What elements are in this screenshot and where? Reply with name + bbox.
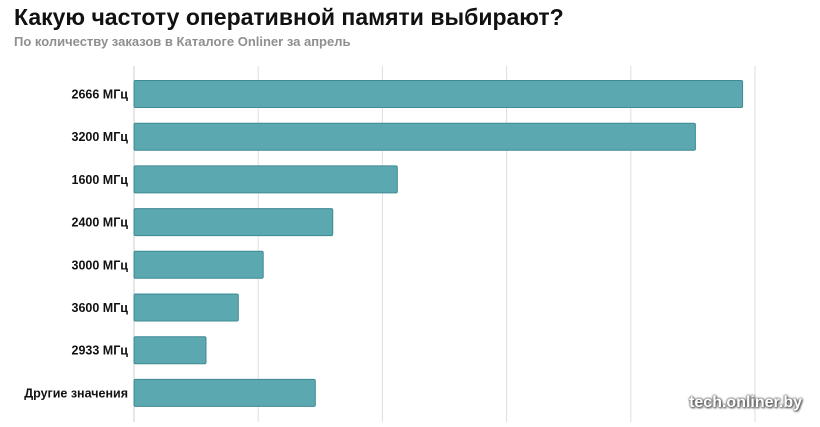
bar-0 — [133, 80, 744, 108]
category-label-0: 2666 МГц — [72, 88, 129, 102]
grid-layer — [133, 66, 756, 422]
category-label-3: 2400 МГц — [72, 216, 129, 230]
bar-layer — [133, 80, 744, 407]
chart-subtitle: По количеству заказов в Каталоге Onliner… — [14, 34, 351, 49]
bar-1 — [133, 122, 696, 151]
category-label-2: 1600 МГц — [72, 173, 129, 187]
category-label-7: Другие значения — [24, 386, 128, 400]
category-label-5: 3600 МГц — [72, 301, 129, 315]
category-label-6: 2933 МГц — [72, 344, 129, 358]
chart-title: Какую частоту оперативной памяти выбираю… — [14, 4, 564, 30]
label-layer: 2666 МГц 3200 МГц 1600 МГц 2400 МГц 3000 МГц… — [24, 88, 128, 401]
bar-6 — [133, 336, 207, 365]
bar-5 — [133, 293, 239, 322]
bar-2 — [133, 165, 398, 194]
watermark: tech.onliner.by — [689, 394, 802, 411]
bar-4 — [133, 250, 264, 279]
category-label-4: 3000 МГц — [72, 258, 129, 272]
category-label-1: 3200 МГц — [72, 130, 129, 144]
bar-3 — [133, 208, 334, 237]
bar-7 — [133, 378, 316, 407]
